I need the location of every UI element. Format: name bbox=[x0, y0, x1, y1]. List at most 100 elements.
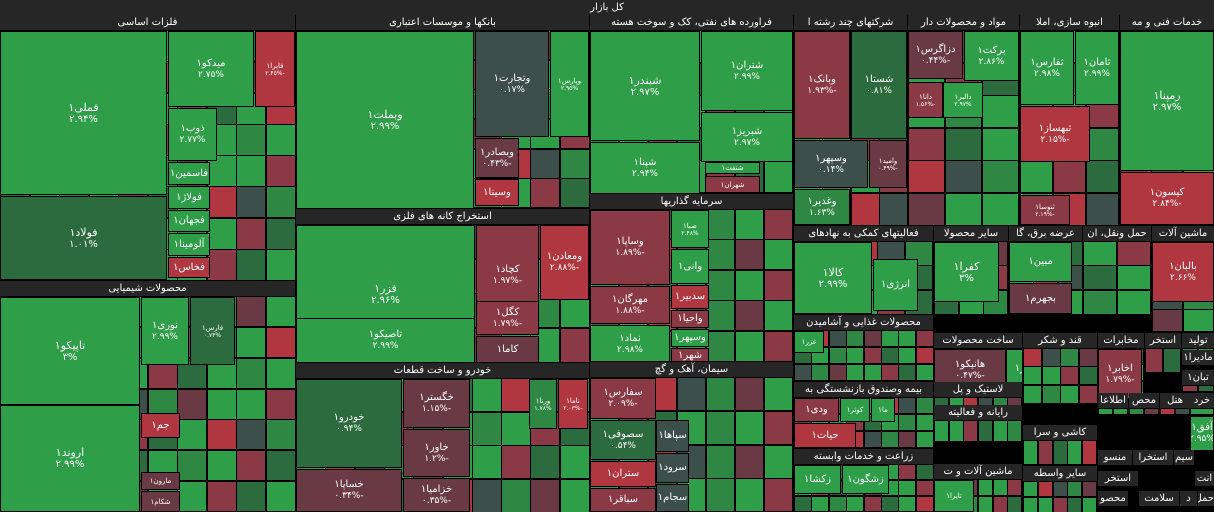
stock-tile[interactable]: شتران۱ ۲.۹۹% bbox=[701, 31, 793, 111]
market-tile[interactable] bbox=[863, 330, 882, 347]
market-tile[interactable] bbox=[1060, 348, 1079, 367]
market-tile[interactable] bbox=[1082, 481, 1097, 497]
stock-tile[interactable]: صبا۱ ۲.۴۸% bbox=[671, 210, 709, 248]
stock-tile[interactable]: بجهرم۱ bbox=[1009, 283, 1072, 314]
market-tile[interactable] bbox=[1175, 408, 1190, 415]
market-tile[interactable] bbox=[764, 239, 793, 271]
market-tile[interactable] bbox=[1037, 481, 1053, 497]
market-tile[interactable] bbox=[206, 450, 237, 482]
stock-tile[interactable]: خگستر۱ -۱.۱۵% bbox=[403, 379, 470, 428]
market-tile[interactable] bbox=[206, 481, 237, 512]
stock-tile[interactable]: میدکو۱ ۲.۷۵% bbox=[168, 31, 254, 107]
market-tile[interactable] bbox=[915, 496, 933, 512]
market-tile[interactable] bbox=[898, 347, 917, 364]
market-tile[interactable] bbox=[706, 269, 735, 301]
stock-tile[interactable]: تایرا۱ bbox=[934, 480, 974, 512]
market-tile[interactable] bbox=[265, 296, 295, 327]
market-tile[interactable] bbox=[236, 186, 266, 219]
stock-tile[interactable]: ومعادن۱ -۲.۸۸% bbox=[540, 225, 589, 300]
market-tile[interactable] bbox=[1152, 309, 1183, 332]
market-tile[interactable] bbox=[1007, 420, 1022, 442]
market-tile[interactable] bbox=[501, 478, 532, 512]
market-tile[interactable] bbox=[559, 478, 589, 512]
stock-tile[interactable]: شهر۱ bbox=[671, 348, 709, 361]
market-tile[interactable] bbox=[1007, 479, 1022, 496]
market-tile[interactable] bbox=[811, 364, 830, 381]
market-tile[interactable] bbox=[1023, 384, 1042, 403]
market-tile[interactable] bbox=[530, 178, 561, 208]
market-tile[interactable] bbox=[1041, 384, 1061, 403]
market-tile[interactable] bbox=[764, 209, 793, 240]
stock-tile[interactable]: وپارس۱ ۲.۹۵% bbox=[550, 31, 589, 137]
market-tile[interactable] bbox=[880, 496, 899, 512]
stock-tile[interactable]: ودی۱ bbox=[794, 398, 839, 422]
market-tile[interactable] bbox=[1078, 366, 1097, 386]
market-tile[interactable] bbox=[177, 481, 207, 512]
market-tile[interactable] bbox=[764, 160, 793, 193]
market-tile[interactable] bbox=[948, 420, 964, 442]
market-tile[interactable] bbox=[530, 148, 561, 179]
market-tile[interactable] bbox=[265, 186, 295, 219]
market-tile[interactable] bbox=[1078, 348, 1097, 367]
market-tile[interactable] bbox=[1145, 348, 1163, 373]
market-tile[interactable] bbox=[706, 444, 735, 479]
stock-tile[interactable]: جم۱ bbox=[141, 413, 180, 438]
stock-tile[interactable]: آفق۱ ۲.۹۵% bbox=[1190, 416, 1214, 451]
market-tile[interactable] bbox=[1052, 440, 1068, 465]
market-tile[interactable] bbox=[1041, 366, 1061, 386]
market-tile[interactable] bbox=[265, 481, 295, 512]
market-tile[interactable] bbox=[735, 269, 764, 301]
market-tile[interactable] bbox=[898, 364, 917, 381]
market-tile[interactable] bbox=[706, 209, 735, 240]
stock-tile[interactable]: وامید۱ -۰.۴۹% bbox=[869, 140, 907, 188]
market-tile[interactable] bbox=[982, 127, 1019, 161]
stock-tile[interactable]: مهرگان۱ -۱.۸۸% bbox=[590, 286, 670, 324]
market-tile[interactable] bbox=[1023, 496, 1038, 512]
market-tile[interactable] bbox=[1053, 160, 1086, 193]
market-tile[interactable] bbox=[978, 420, 993, 442]
market-tile[interactable] bbox=[1067, 481, 1083, 497]
stock-tile[interactable]: فولاژ۱ bbox=[168, 186, 210, 209]
market-tile[interactable] bbox=[706, 239, 735, 271]
stock-tile[interactable]: فایرا۱ -۲.۴۵% bbox=[255, 31, 295, 107]
market-tile[interactable] bbox=[206, 186, 237, 219]
market-tile[interactable] bbox=[880, 347, 899, 364]
market-tile[interactable] bbox=[828, 330, 847, 347]
market-tile[interactable] bbox=[706, 478, 735, 512]
stock-tile[interactable]: خاور۱ -۱.۲% bbox=[403, 429, 470, 477]
market-tile[interactable] bbox=[1023, 348, 1042, 367]
stock-tile[interactable]: زکشا۱ bbox=[794, 465, 841, 494]
market-tile[interactable] bbox=[880, 364, 899, 381]
market-tile[interactable] bbox=[265, 123, 295, 156]
stock-tile[interactable]: کگل۱ -۱.۷۹% bbox=[476, 301, 539, 335]
market-tile[interactable] bbox=[915, 347, 933, 364]
market-tile[interactable] bbox=[863, 496, 882, 512]
stock-tile[interactable]: وبانک۱ -۱.۹۳% bbox=[794, 31, 850, 139]
stock-tile[interactable]: ما۱ bbox=[871, 398, 895, 422]
market-tile[interactable] bbox=[945, 192, 982, 225]
stock-tile[interactable]: سصوفی۱ ۰.۵۴% bbox=[590, 420, 656, 460]
market-tile[interactable] bbox=[915, 464, 933, 480]
stock-tile[interactable]: وانی۱ bbox=[671, 249, 709, 284]
stock-tile[interactable]: دالبر۱ ۲.۹۷% bbox=[943, 82, 983, 118]
market-tile[interactable] bbox=[1023, 481, 1038, 497]
market-tile[interactable] bbox=[265, 326, 295, 358]
market-tile[interactable] bbox=[1117, 241, 1151, 266]
market-tile[interactable] bbox=[236, 217, 266, 250]
market-tile[interactable] bbox=[1083, 265, 1117, 291]
market-tile[interactable] bbox=[735, 444, 764, 479]
market-tile[interactable] bbox=[794, 496, 812, 512]
stock-tile[interactable]: زشگون۱ bbox=[842, 465, 889, 494]
market-tile[interactable] bbox=[1060, 366, 1079, 386]
stock-tile[interactable]: سجام۱ bbox=[656, 484, 689, 512]
market-tile[interactable] bbox=[265, 217, 295, 250]
market-tile[interactable] bbox=[828, 364, 847, 381]
market-tile[interactable] bbox=[908, 160, 945, 193]
stock-tile[interactable]: رمپنا۱ ۲.۹۷% bbox=[1120, 31, 1214, 171]
market-tile[interactable] bbox=[1078, 384, 1097, 403]
market-tile[interactable] bbox=[206, 217, 237, 250]
market-tile[interactable] bbox=[1190, 408, 1214, 415]
market-tile[interactable] bbox=[735, 377, 764, 411]
stock-tile[interactable]: شنفت۱ bbox=[705, 162, 760, 174]
market-tile[interactable] bbox=[898, 431, 917, 448]
